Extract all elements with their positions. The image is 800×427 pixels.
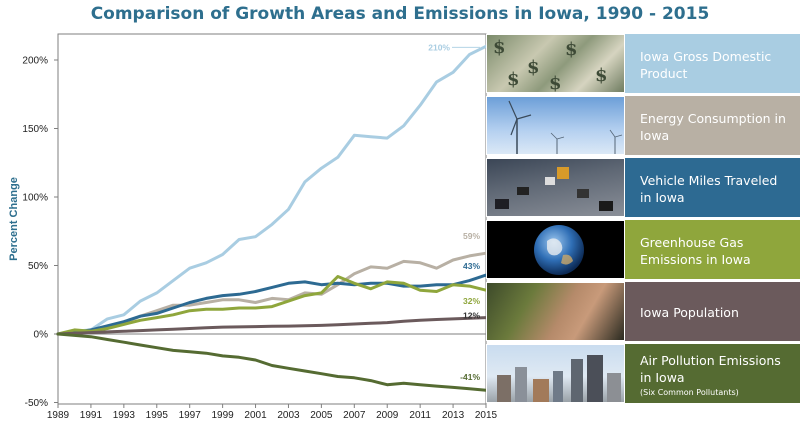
legend-text-vmt: Vehicle Miles Traveled in Iowa xyxy=(640,172,778,205)
y-tick-label: -50% xyxy=(25,398,48,409)
y-tick-label: 50% xyxy=(28,261,48,272)
x-tick-label: 2011 xyxy=(409,410,431,421)
legend-subtext-air: (Six Common Pollutants) xyxy=(640,387,739,397)
end-label-ghg: 32% xyxy=(463,296,480,306)
legend-item-vmt: Vehicle Miles Traveled in Iowa xyxy=(486,158,800,217)
legend-label-energy: Energy Consumption in Iowa xyxy=(625,96,800,155)
end-label-air: -41% xyxy=(460,372,480,382)
wind-turbine-photo xyxy=(486,96,625,155)
legend-item-air: Air Pollution Emissions in Iowa (Six Com… xyxy=(486,344,800,403)
series-line-gdp xyxy=(56,44,488,336)
highway-traffic-photo xyxy=(486,158,625,217)
series-line-population xyxy=(56,316,488,336)
x-tick-label: 1993 xyxy=(113,410,136,421)
x-tick-label: 2007 xyxy=(343,410,366,421)
legend-text-air: Air Pollution Emissions in Iowa xyxy=(640,352,781,385)
legend-text-energy: Energy Consumption in Iowa xyxy=(640,110,786,143)
y-tick-label: 100% xyxy=(22,193,48,204)
y-axis-label: Percent Change xyxy=(8,177,20,261)
series-line-ghg xyxy=(56,275,488,336)
y-tick-label: 150% xyxy=(22,124,48,135)
legend-label-air: Air Pollution Emissions in Iowa (Six Com… xyxy=(625,344,800,403)
city-skyline-photo xyxy=(486,344,625,403)
plot-area xyxy=(57,33,487,405)
x-tick-label: 2015 xyxy=(475,410,498,421)
legend-item-energy: Energy Consumption in Iowa xyxy=(486,96,800,155)
x-tick-label: 1995 xyxy=(146,410,169,421)
x-tick-label: 1991 xyxy=(80,410,103,421)
earth-photo xyxy=(486,220,625,279)
x-tick-label: 2001 xyxy=(244,410,267,421)
end-label-gdp: 210% xyxy=(428,42,450,52)
y-tick-label: 0% xyxy=(34,330,49,341)
legend-text-gdp: Iowa Gross Domestic Product xyxy=(640,48,772,81)
series-line-vmt xyxy=(56,273,488,336)
chart-title: Comparison of Growth Areas and Emissions… xyxy=(90,4,710,24)
y-tick-label: 200% xyxy=(22,56,48,67)
legend-item-ghg: Greenhouse Gas Emissions in Iowa xyxy=(486,220,800,279)
legend-item-gdp: $ $ $ $ $ $ Iowa Gross Domestic Product xyxy=(486,34,800,93)
x-tick-label: 2009 xyxy=(376,410,399,421)
x-tick-label: 2013 xyxy=(442,410,465,421)
legend-text-population: Iowa Population xyxy=(640,305,739,320)
end-label-population: 12% xyxy=(463,311,480,321)
money-photo: $ $ $ $ $ $ xyxy=(486,34,625,93)
end-label-vmt: 43% xyxy=(463,261,480,271)
series-line-air xyxy=(56,332,488,392)
legend: $ $ $ $ $ $ Iowa Gross Domestic Product xyxy=(486,34,800,404)
child-photo xyxy=(486,282,625,341)
legend-label-gdp: Iowa Gross Domestic Product xyxy=(625,34,800,93)
x-tick-label: 2005 xyxy=(310,410,333,421)
end-label-energy: 59% xyxy=(463,231,480,241)
x-tick-label: 1999 xyxy=(211,410,234,421)
legend-label-population: Iowa Population xyxy=(625,282,800,341)
legend-item-population: Iowa Population xyxy=(486,282,800,341)
x-tick-label: 2003 xyxy=(277,410,300,421)
legend-label-ghg: Greenhouse Gas Emissions in Iowa xyxy=(625,220,800,279)
legend-text-ghg: Greenhouse Gas Emissions in Iowa xyxy=(640,234,751,267)
legend-label-vmt: Vehicle Miles Traveled in Iowa xyxy=(625,158,800,217)
x-tick-label: 1989 xyxy=(47,410,70,421)
x-tick-label: 1997 xyxy=(179,410,202,421)
